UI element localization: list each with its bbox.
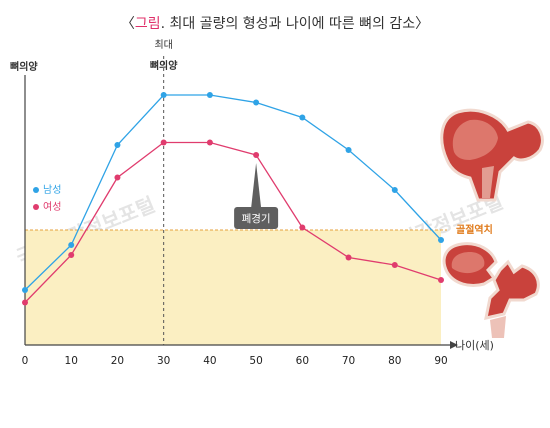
data-point-male xyxy=(299,114,306,121)
title-rest: . 최대 골량의 형성과 나이에 따른 뼈의 감소 xyxy=(161,16,416,32)
series-line-male xyxy=(24,94,442,291)
series-points xyxy=(22,92,444,306)
x-axis-label: 나이(세) xyxy=(455,339,494,352)
series-lines xyxy=(24,94,442,303)
legend-label-female: 여성 xyxy=(43,201,61,213)
data-point-male xyxy=(114,142,121,148)
fracture-threshold-band xyxy=(25,230,441,345)
series-line-female xyxy=(24,141,442,303)
data-point-female xyxy=(299,224,306,231)
title-highlight: 그림 xyxy=(135,16,161,32)
data-point-male xyxy=(345,147,352,153)
healthy-femur-illustration xyxy=(440,108,544,202)
data-point-female xyxy=(438,277,444,283)
x-axis-arrow xyxy=(450,341,458,349)
data-point-male xyxy=(253,99,260,106)
legend: 남성 여성 xyxy=(33,184,61,213)
data-point-female xyxy=(160,139,167,146)
data-point-female xyxy=(253,152,260,158)
x-tick-label: 60 xyxy=(296,355,309,367)
title-open: 〈 xyxy=(121,16,135,32)
x-tick-label: 40 xyxy=(203,355,216,367)
x-tick-label: 70 xyxy=(342,355,355,367)
fractured-femur-illustration xyxy=(442,242,540,338)
x-tick-label: 90 xyxy=(434,355,447,367)
data-point-female xyxy=(206,139,213,146)
menopause-callout-box xyxy=(234,207,279,229)
x-tick-labels: 0 10 20 30 40 50 60 70 80 90 xyxy=(22,355,448,367)
peak-label-line2: 뼈의양 xyxy=(150,59,178,72)
data-point-male xyxy=(438,237,444,243)
x-tick-label: 50 xyxy=(249,355,262,367)
x-tick-label: 0 xyxy=(22,355,29,367)
data-point-male xyxy=(160,92,167,98)
legend-marker-female xyxy=(33,204,39,210)
menopause-callout-pointer xyxy=(251,163,262,208)
chart-title: 〈그림. 최대 골량의 형성과 나이에 따른 뼈의 감소〉 xyxy=(121,16,429,32)
menopause-callout-label: 폐경기 xyxy=(242,212,271,225)
data-point-male xyxy=(206,92,213,98)
x-tick-label: 20 xyxy=(111,355,124,367)
data-point-male xyxy=(68,242,75,248)
data-point-female xyxy=(68,252,75,258)
x-tick-label: 80 xyxy=(388,355,401,367)
peak-label-line1: 최대 xyxy=(154,39,172,51)
x-tick-label: 30 xyxy=(157,355,170,367)
data-point-female xyxy=(22,299,28,306)
legend-marker-male xyxy=(33,187,39,193)
legend-label-male: 남성 xyxy=(43,184,61,196)
x-tick-label: 10 xyxy=(65,355,78,367)
data-point-female xyxy=(345,254,352,261)
data-point-male xyxy=(391,187,398,193)
data-point-male xyxy=(22,287,28,293)
data-point-female xyxy=(391,262,398,268)
fracture-threshold-label: 골절역치 xyxy=(456,223,493,236)
y-axis-label: 뼈의양 xyxy=(10,60,38,73)
title-close: 〉 xyxy=(415,16,429,32)
data-point-female xyxy=(114,174,121,181)
